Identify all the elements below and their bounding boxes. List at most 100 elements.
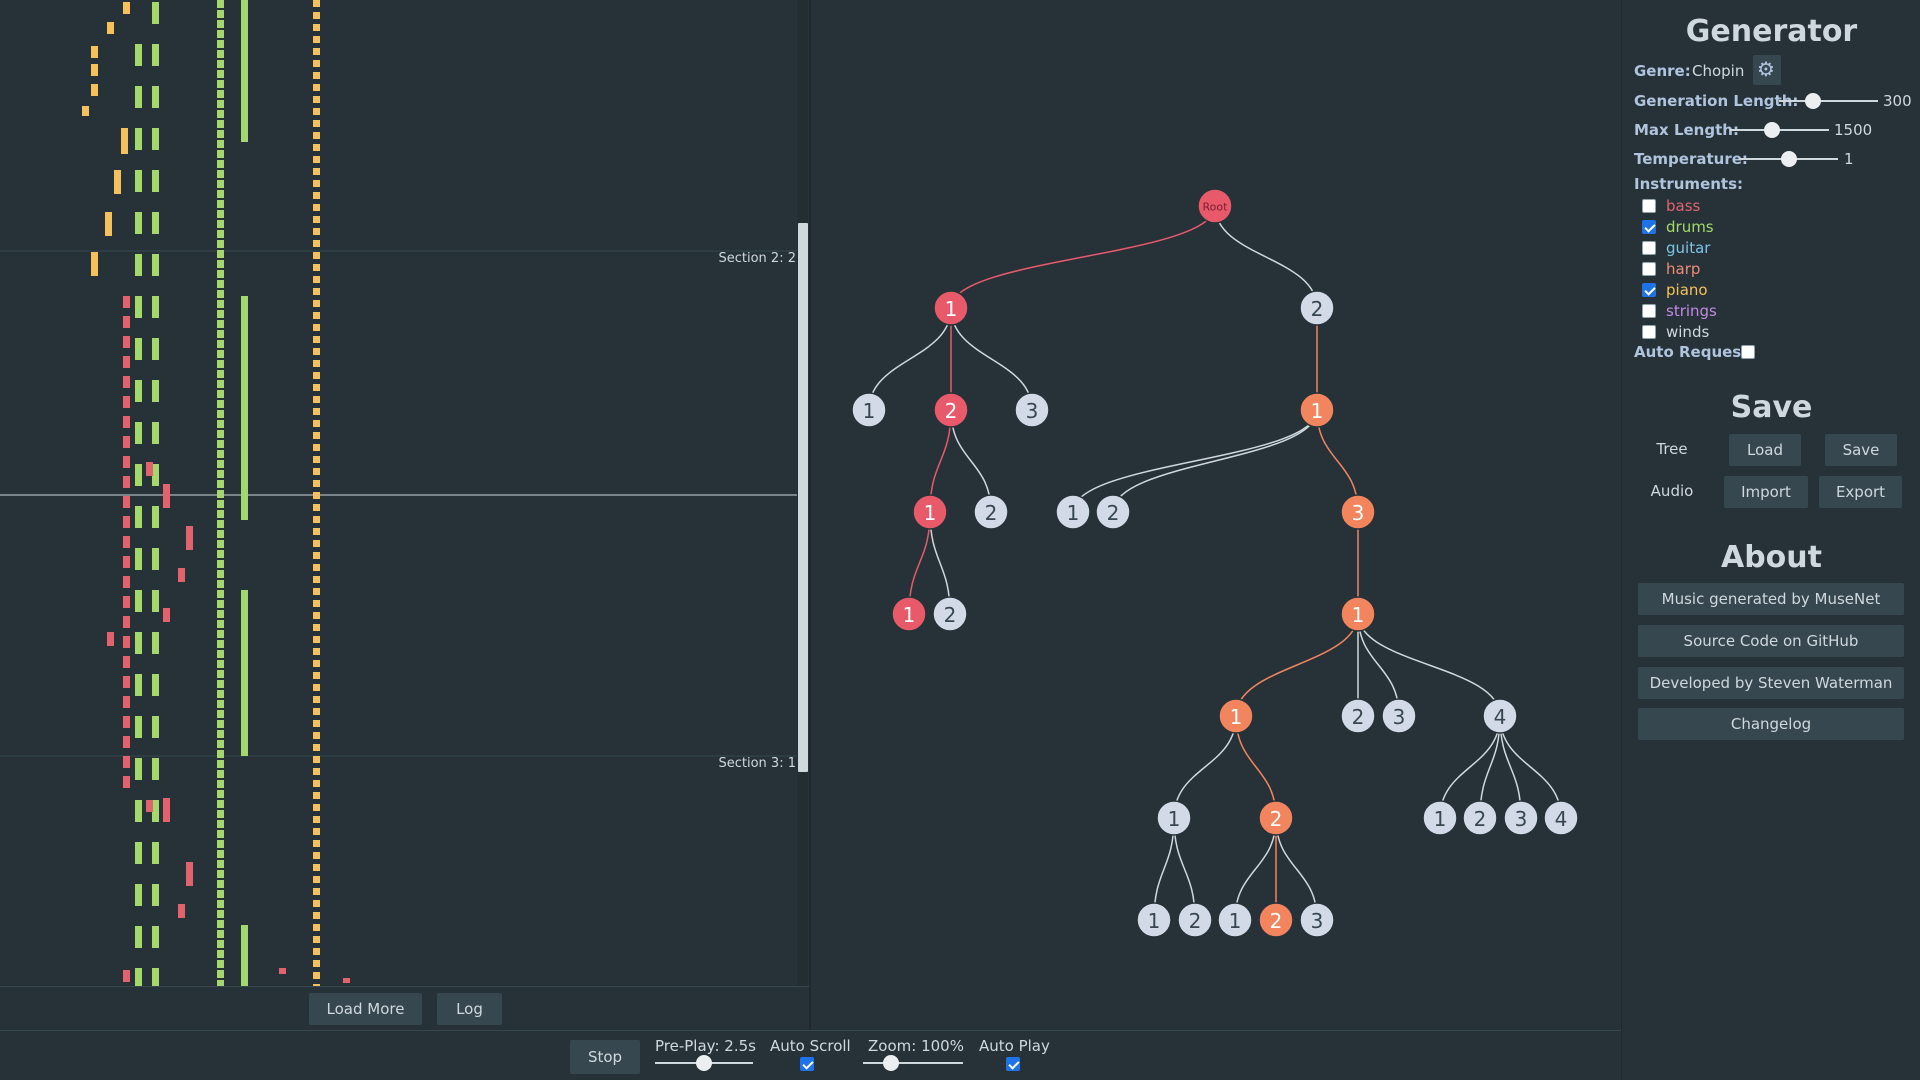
tree-node-label: 2: [985, 501, 998, 525]
tree-node[interactable]: 1: [1217, 902, 1253, 938]
auto-scroll-checkbox[interactable]: [800, 1057, 814, 1071]
audio-import-button[interactable]: Import: [1724, 476, 1808, 508]
instrument-checkbox-strings[interactable]: [1642, 304, 1656, 318]
instrument-checkbox-harp[interactable]: [1642, 262, 1656, 276]
instrument-checkbox-winds[interactable]: [1642, 325, 1656, 339]
note: [135, 842, 142, 864]
tree-node[interactable]: 3: [1299, 902, 1335, 938]
tree-node[interactable]: 2: [932, 596, 968, 632]
tree-save-button[interactable]: Save: [1825, 434, 1897, 466]
note: [313, 564, 320, 571]
tree-node[interactable]: 1: [912, 494, 948, 530]
piano-roll-scrollbar[interactable]: [797, 0, 808, 986]
tree-node[interactable]: 2: [1340, 698, 1376, 734]
tree-node-label: 1: [1352, 603, 1365, 627]
tree-node[interactable]: 2: [1258, 800, 1294, 836]
load-more-button[interactable]: Load More: [309, 993, 422, 1025]
note: [123, 316, 130, 328]
instrument-checkbox-drums[interactable]: [1642, 220, 1656, 234]
note: [241, 925, 248, 986]
slider-thumb[interactable]: [1804, 93, 1821, 109]
note: [217, 760, 224, 768]
note: [217, 20, 224, 28]
section-label: Section 2: 2: [718, 251, 797, 266]
tree-node[interactable]: 1: [1136, 902, 1172, 938]
tree-node[interactable]: 1: [851, 392, 887, 428]
slider-thumb[interactable]: [1763, 122, 1780, 138]
tree-node[interactable]: 1: [1156, 800, 1192, 836]
note: [135, 716, 142, 738]
note: [217, 560, 224, 568]
generation-length-slider[interactable]: [1779, 93, 1878, 109]
tree-node[interactable]: 4: [1543, 800, 1579, 836]
tree-node-label: 1: [903, 603, 916, 627]
note: [123, 396, 130, 408]
tree-node[interactable]: 2: [1095, 494, 1131, 530]
slider-thumb[interactable]: [1780, 151, 1797, 167]
instrument-checkbox-bass[interactable]: [1642, 199, 1656, 213]
note: [217, 200, 224, 208]
audio-export-button[interactable]: Export: [1819, 476, 1902, 508]
tree-load-button[interactable]: Load: [1729, 434, 1801, 466]
temperature-slider[interactable]: [1739, 151, 1838, 167]
changelog-link[interactable]: Changelog: [1638, 708, 1904, 740]
musenet-link[interactable]: Music generated by MuseNet: [1638, 583, 1904, 615]
auto-request-checkbox[interactable]: [1741, 345, 1755, 359]
tree-node[interactable]: 1: [933, 290, 969, 326]
tree-node-label: 3: [1393, 705, 1406, 729]
tree-node[interactable]: 3: [1381, 698, 1417, 734]
tree-node[interactable]: 1: [1055, 494, 1091, 530]
tree-node[interactable]: 3: [1503, 800, 1539, 836]
tree-node[interactable]: 2: [933, 392, 969, 428]
tree-node[interactable]: 1: [1422, 800, 1458, 836]
developer-link[interactable]: Developed by Steven Waterman: [1638, 667, 1904, 699]
note: [163, 484, 170, 508]
tree-node[interactable]: 2: [1177, 902, 1213, 938]
tree-node[interactable]: 2: [1258, 902, 1294, 938]
zoom-slider[interactable]: [863, 1055, 963, 1071]
note: [217, 680, 224, 688]
tree-edge: [1439, 715, 1501, 819]
note: [313, 120, 320, 127]
tree-node[interactable]: 2: [1462, 800, 1498, 836]
note: [217, 10, 224, 18]
slider-thumb[interactable]: [883, 1055, 899, 1071]
note: [313, 792, 320, 799]
scrollbar-thumb[interactable]: [798, 223, 808, 772]
tree-node[interactable]: 4: [1482, 698, 1518, 734]
note: [152, 632, 159, 654]
tree-node[interactable]: 3: [1340, 494, 1376, 530]
tree-node[interactable]: 1: [891, 596, 927, 632]
tree-node[interactable]: 1: [1218, 698, 1254, 734]
slider-thumb[interactable]: [696, 1055, 712, 1071]
tree-node[interactable]: 1: [1340, 596, 1376, 632]
note: [217, 210, 224, 218]
instrument-checkbox-piano[interactable]: [1642, 283, 1656, 297]
tree-root-node[interactable]: Root: [1197, 188, 1233, 224]
pane-divider[interactable]: [809, 0, 811, 1030]
note: [135, 926, 142, 948]
instrument-checkbox-guitar[interactable]: [1642, 241, 1656, 255]
auto-play-checkbox[interactable]: [1006, 1057, 1020, 1071]
note: [313, 540, 320, 547]
note: [217, 620, 224, 628]
max-length-slider[interactable]: [1730, 122, 1829, 138]
note: [217, 240, 224, 248]
genre-value[interactable]: Chopin: [1692, 62, 1745, 80]
tree-node[interactable]: 2: [973, 494, 1009, 530]
genre-settings-button[interactable]: ⚙: [1753, 55, 1781, 85]
tree-node-label: 3: [1515, 807, 1528, 831]
tree-node[interactable]: 2: [1299, 290, 1335, 326]
generation-tree[interactable]: Root 1 2 1 2 3 1 2 1 2 1 1 2 3 1 1 2 3 4 1 2 1 2 3 4 1 2 1 2 3: [811, 0, 1621, 1030]
stop-button[interactable]: Stop: [570, 1040, 640, 1074]
piano-roll[interactable]: Section 2: 2 Section 3: 1: [0, 0, 808, 986]
note: [217, 810, 224, 818]
note: [123, 356, 130, 368]
preplay-slider[interactable]: [655, 1055, 753, 1071]
log-button[interactable]: Log: [437, 993, 502, 1025]
tree-node[interactable]: 1: [1299, 392, 1335, 428]
note: [123, 636, 130, 648]
note: [313, 72, 320, 79]
github-link[interactable]: Source Code on GitHub: [1638, 625, 1904, 657]
tree-node[interactable]: 3: [1014, 392, 1050, 428]
